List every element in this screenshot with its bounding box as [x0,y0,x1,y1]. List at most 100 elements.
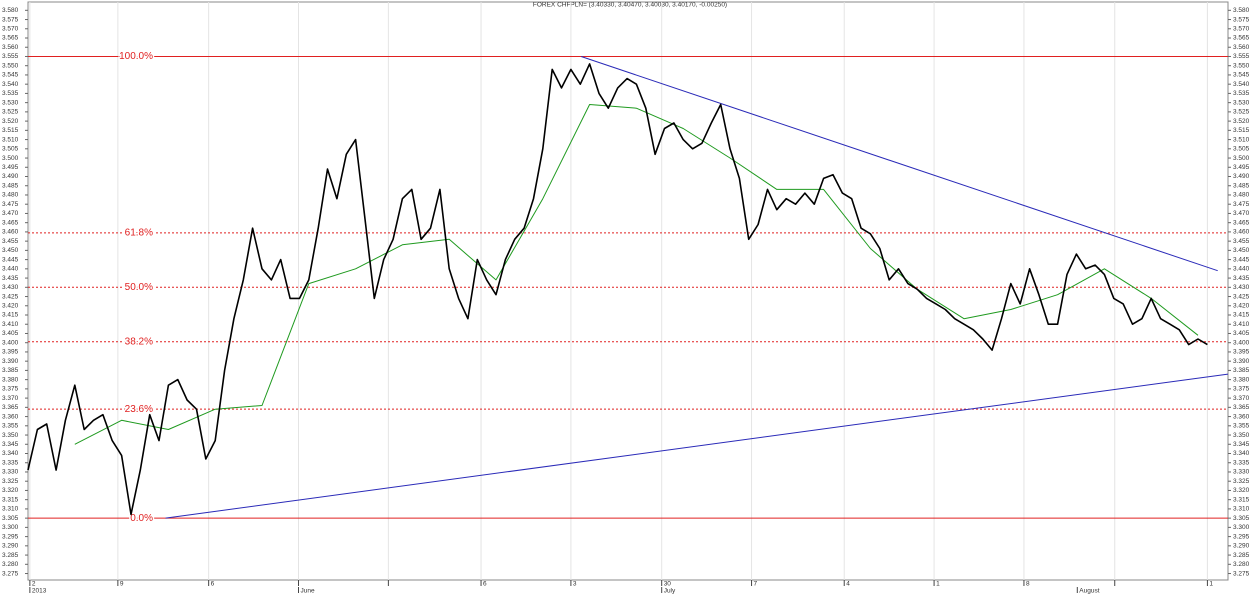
x-tick-label-secondary: August [1079,588,1099,595]
y-tick-label: 3.475 [2,201,19,208]
y-tick-label: 3.325 [2,478,19,485]
y-tick-label: 3.350 [2,432,19,439]
y-tick-label: 3.480 [2,192,19,199]
y-tick-label-right: 3.525 [1233,109,1250,116]
y-tick-label: 3.390 [2,358,19,365]
y-tick-label: 3.520 [2,118,19,125]
y-tick-label: 3.460 [2,229,19,236]
y-tick-label-right: 3.390 [1233,358,1250,365]
x-tick-label: 7 [754,581,758,588]
y-tick-label-right: 3.485 [1233,182,1250,189]
y-tick-label-right: 3.325 [1233,478,1250,485]
y-tick-label-right: 3.430 [1233,284,1250,291]
y-tick-label: 3.305 [2,515,19,522]
y-tick-label-right: 3.490 [1233,173,1250,180]
y-tick-label-right: 3.440 [1233,266,1250,273]
y-tick-label-right: 3.385 [1233,367,1250,374]
chart-title: FOREX CHFPLN= (3.40330, 3.40470, 3.40030… [533,2,727,9]
y-tick-label: 3.540 [2,81,19,88]
y-tick-label-right: 3.510 [1233,136,1250,143]
y-tick-label-right: 3.475 [1233,201,1250,208]
y-tick-label-right: 3.320 [1233,487,1250,494]
plot-frame [27,1,1229,581]
y-tick-label: 3.490 [2,173,19,180]
y-tick-label-right: 3.340 [1233,450,1250,457]
y-tick-label-right: 3.495 [1233,164,1250,171]
y-tick-label: 3.485 [2,182,19,189]
y-tick-label: 3.495 [2,164,19,171]
y-tick-label: 3.455 [2,238,19,245]
y-tick-label-right: 3.470 [1233,210,1250,217]
y-tick-label: 3.430 [2,284,19,291]
y-tick-label: 3.580 [2,7,19,14]
y-tick-label-right: 3.350 [1233,432,1250,439]
y-tick-label: 3.400 [2,339,19,346]
level-label: 0.0% [130,513,153,524]
y-tick-label-right: 3.455 [1233,238,1250,245]
x-tick-label: 4 [846,581,850,588]
y-tick-label-right: 3.285 [1233,552,1250,559]
x-tick-label: 30 [664,581,672,588]
y-tick-label-right: 3.375 [1233,386,1250,393]
y-tick-label: 3.320 [2,487,19,494]
y-tick-label: 3.420 [2,302,19,309]
y-tick-label: 3.365 [2,404,19,411]
y-tick-label: 3.280 [2,561,19,568]
trend-line [165,373,1229,519]
y-tick-label: 3.415 [2,312,19,319]
y-tick-label: 3.500 [2,155,19,162]
y-tick-label: 3.425 [2,293,19,300]
y-tick-label: 3.570 [2,25,19,32]
y-tick-label-right: 3.415 [1233,312,1250,319]
x-tick-label: 6 [483,581,487,588]
y-tick-label: 3.275 [2,570,19,577]
y-tick-label-right: 3.400 [1233,339,1250,346]
y-tick-label-right: 3.335 [1233,459,1250,466]
y-tick-label-right: 3.365 [1233,404,1250,411]
y-tick-label: 3.550 [2,62,19,69]
y-tick-label-right: 3.570 [1233,25,1250,32]
x-tick-label: 9 [120,581,124,588]
y-tick-label-right: 3.380 [1233,376,1250,383]
y-tick-label: 3.335 [2,459,19,466]
trend-line [581,56,1218,272]
y-tick-label-right: 3.580 [1233,7,1250,14]
y-tick-label-right: 3.460 [1233,229,1250,236]
y-tick-label-right: 3.535 [1233,90,1250,97]
y-tick-label: 3.505 [2,146,19,153]
y-tick-label-right: 3.360 [1233,413,1250,420]
y-tick-label-right: 3.290 [1233,543,1250,550]
y-tick-label-right: 3.565 [1233,35,1250,42]
y-tick-label-right: 3.395 [1233,349,1250,356]
x-tick-label: 8 [1026,581,1030,588]
y-tick-label: 3.375 [2,386,19,393]
y-tick-label: 3.300 [2,524,19,531]
y-tick-label-right: 3.540 [1233,81,1250,88]
y-tick-label-right: 3.300 [1233,524,1250,531]
y-tick-label-right: 3.280 [1233,561,1250,568]
y-tick-label-right: 3.505 [1233,146,1250,153]
y-tick-label: 3.445 [2,256,19,263]
y-tick-label: 3.315 [2,496,19,503]
y-tick-label-right: 3.345 [1233,441,1250,448]
x-tick-label-secondary: June [301,588,315,595]
level-label: 61.8% [125,227,153,238]
y-tick-label-right: 3.420 [1233,302,1250,309]
y-tick-label: 3.435 [2,275,19,282]
y-tick-label-right: 3.275 [1233,570,1250,577]
x-tick-label: 1 [1209,581,1213,588]
y-tick-label: 3.545 [2,72,19,79]
y-tick-label-right: 3.515 [1233,127,1250,134]
y-tick-label-right: 3.520 [1233,118,1250,125]
y-tick-label: 3.575 [2,16,19,23]
y-tick-label: 3.440 [2,266,19,273]
y-tick-label: 3.330 [2,469,19,476]
y-tick-label-right: 3.305 [1233,515,1250,522]
moving-average-line [74,104,1199,445]
y-tick-label-right: 3.450 [1233,247,1250,254]
y-tick-label: 3.355 [2,423,19,430]
y-tick-label: 3.525 [2,109,19,116]
x-tick-label: 6 [211,581,215,588]
